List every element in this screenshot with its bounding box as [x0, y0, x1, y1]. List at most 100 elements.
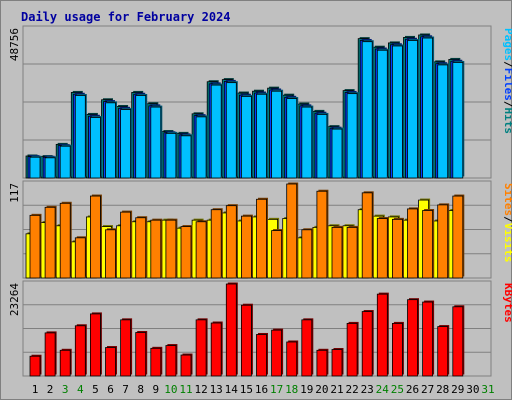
x-tick-label: 13 [210, 383, 223, 396]
bar [105, 102, 116, 179]
bar [422, 301, 434, 377]
bar [195, 319, 207, 377]
bar [59, 202, 71, 279]
x-tick-label: 18 [285, 383, 298, 396]
bar [135, 217, 147, 279]
x-tick-label: 15 [240, 383, 253, 396]
bar [105, 347, 116, 377]
bar [150, 219, 162, 279]
bar [90, 313, 101, 377]
legend: Sites/Visits [502, 183, 512, 263]
x-tick-label: 19 [300, 383, 313, 396]
series-sites [29, 182, 465, 279]
bar [407, 40, 418, 179]
bar [210, 322, 222, 377]
bar [271, 230, 283, 279]
legend: Pages/Files/Hits [502, 28, 512, 134]
bar [452, 306, 464, 377]
x-tick-label: 11 [179, 383, 192, 396]
bar [29, 214, 41, 279]
bar [105, 229, 116, 279]
x-tick-label: 20 [315, 383, 328, 396]
x-tick-label: 9 [152, 383, 159, 396]
bar [59, 145, 71, 179]
bar [437, 204, 449, 279]
bar [74, 95, 86, 179]
bar [90, 195, 101, 279]
bar [225, 283, 237, 377]
bar [376, 293, 388, 377]
legend-entry: Pages [502, 28, 512, 61]
bar [391, 45, 403, 179]
bar [44, 157, 56, 179]
legend-entry: Hits [502, 108, 512, 135]
bar [271, 329, 283, 377]
chart-title: Daily usage for February 2024 [21, 10, 231, 24]
x-tick-label: 24 [376, 383, 390, 396]
x-tick-label: 3 [62, 383, 69, 396]
bar [346, 323, 358, 377]
bar [74, 325, 86, 377]
bar [90, 117, 101, 179]
bar [422, 37, 434, 179]
legend: KBytes [502, 283, 512, 323]
bar [376, 49, 388, 179]
series-kbytes [29, 282, 465, 377]
bar [256, 93, 267, 179]
x-tick-label: 27 [421, 383, 434, 396]
x-tick-label: 25 [391, 383, 404, 396]
x-tick-label: 1 [32, 383, 39, 396]
legend-entry: Sites [502, 183, 512, 216]
legend-entry: KBytes [502, 283, 512, 323]
bar [210, 209, 222, 279]
x-tick-label: 21 [330, 383, 343, 396]
x-tick-label: 6 [107, 383, 114, 396]
y-scale-label: 48756 [8, 28, 21, 61]
x-tick-label: 7 [122, 383, 129, 396]
bar [195, 116, 207, 179]
bar [165, 132, 177, 179]
x-tick-label: 16 [255, 383, 268, 396]
bar [44, 332, 56, 377]
bar [150, 347, 162, 377]
bar [195, 221, 207, 279]
bar [437, 326, 449, 377]
bar [240, 96, 252, 179]
bar [135, 332, 147, 377]
legend-entry: Files [502, 68, 512, 101]
chart-panels: 48756Pages/Files/Hits117Sites/Visits2326… [8, 25, 512, 377]
bar [286, 183, 298, 279]
bar [271, 90, 283, 179]
bar [437, 64, 449, 179]
bar [180, 135, 192, 179]
bar [407, 299, 418, 377]
bar [376, 218, 388, 279]
x-tick-label: 5 [92, 383, 99, 396]
series-pages [29, 36, 465, 179]
bar [44, 206, 56, 279]
bar [331, 226, 343, 279]
bar [59, 349, 71, 377]
bar [286, 98, 298, 179]
x-tick-label: 10 [164, 383, 177, 396]
bar [74, 237, 86, 279]
x-tick-label: 2 [47, 383, 54, 396]
x-tick-label: 17 [270, 383, 283, 396]
bar [361, 192, 373, 279]
bar [316, 190, 328, 279]
bar [346, 226, 358, 279]
x-axis-day-labels: 1 2 3 4 5 6 7 8 9 10 11 12 13 14 15 16 17 18 19 20 21 22 23 24 2… [32, 383, 495, 396]
bar [256, 334, 267, 377]
bar [240, 304, 252, 377]
x-tick-label: 14 [225, 383, 239, 396]
panel-sites-visits: 117 Sites/Visits [8, 180, 512, 279]
bar [120, 109, 131, 179]
x-tick-label: 29 [451, 383, 464, 396]
bar [316, 349, 328, 377]
bar [225, 205, 237, 279]
bar [225, 82, 237, 179]
legend-entry: / [502, 101, 512, 108]
